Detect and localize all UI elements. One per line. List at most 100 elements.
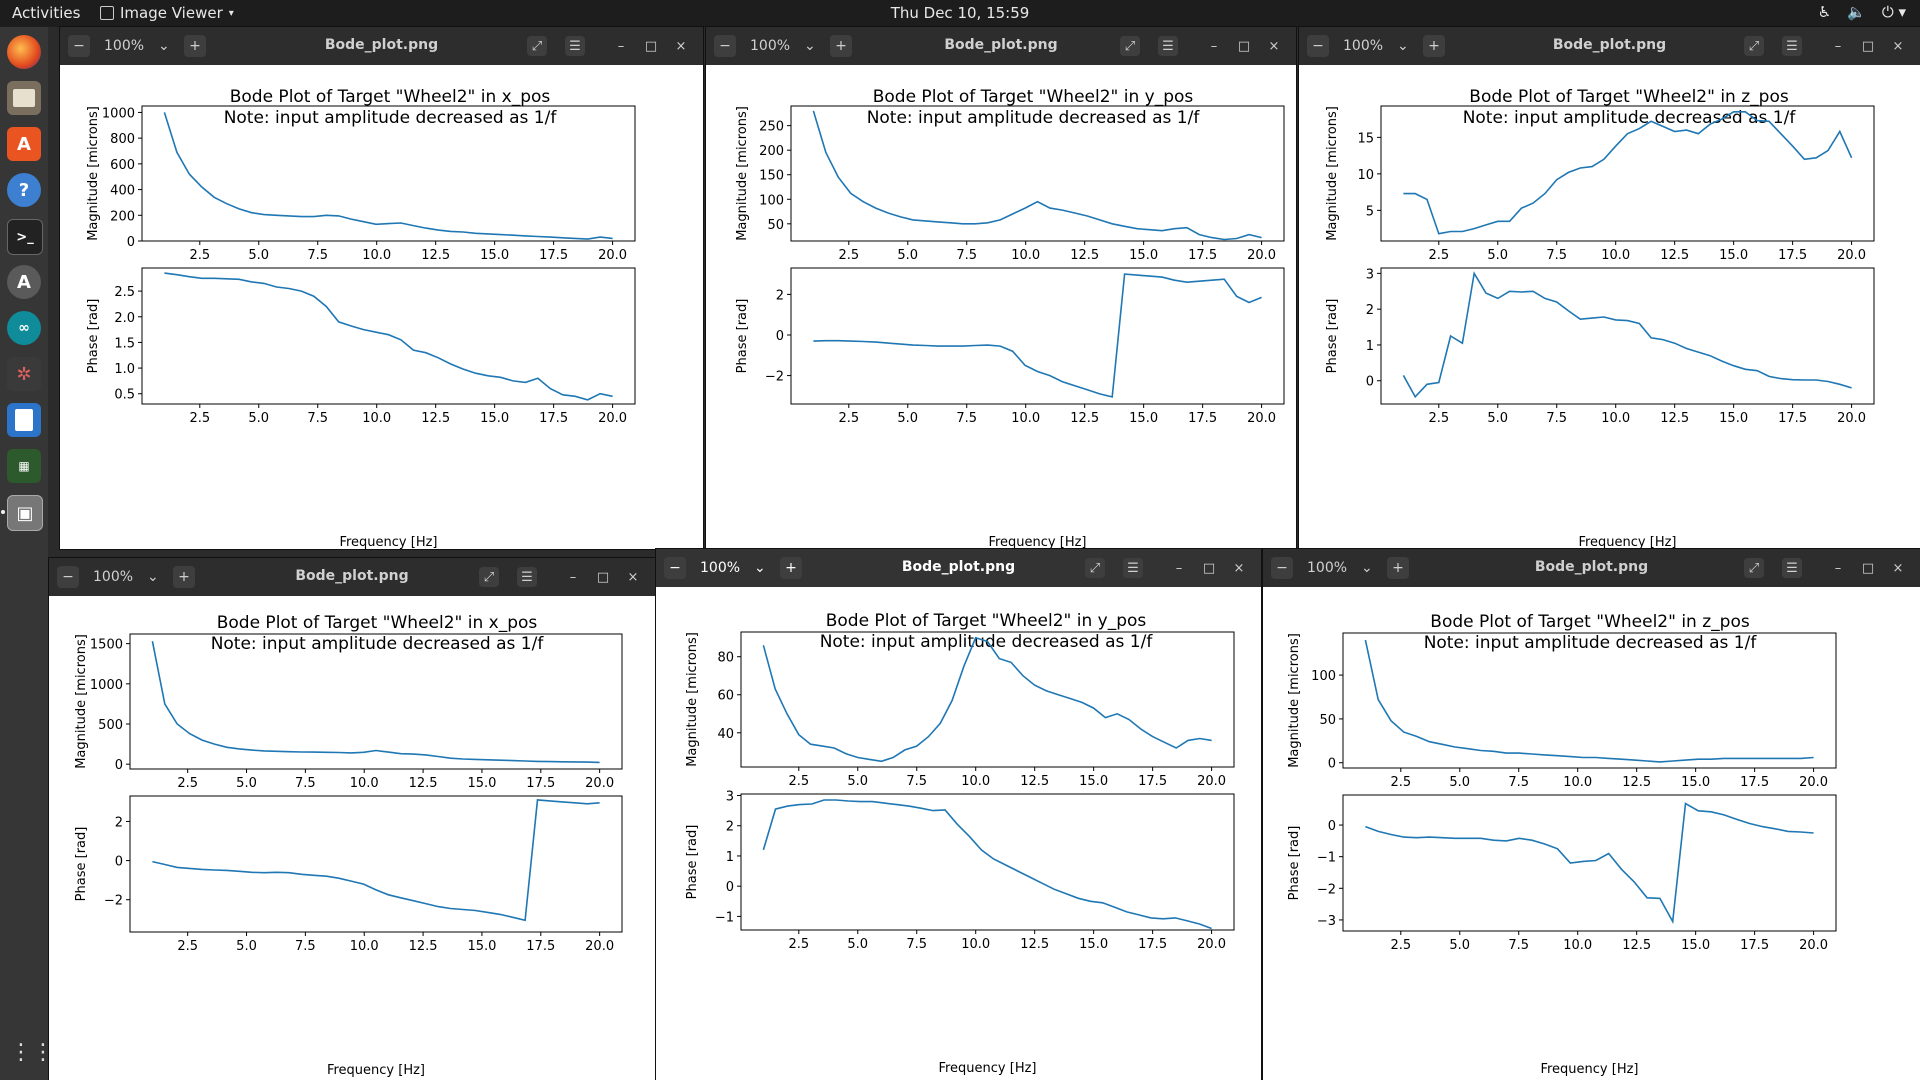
fullscreen-icon[interactable]: ⤢	[479, 567, 499, 587]
zoom-level[interactable]: 100%	[104, 38, 145, 54]
close-icon[interactable]: ×	[1233, 560, 1245, 576]
chevron-down-icon[interactable]: ⌄	[804, 38, 816, 54]
maximize-icon[interactable]: □	[644, 38, 658, 54]
help-icon[interactable]: ?	[7, 173, 41, 207]
updater-icon[interactable]: A	[7, 265, 41, 299]
image-viewer-window[interactable]: −100% ⌄ + Bode_plot.png ⤢ ☰ – □ × Bode Plot of Ta…	[706, 27, 1296, 549]
fullscreen-icon[interactable]: ⤢	[1120, 36, 1140, 56]
menu-icon[interactable]: ☰	[1782, 558, 1802, 578]
chevron-down-icon[interactable]: ⌄	[754, 560, 766, 576]
zoom-in-button[interactable]: +	[1387, 557, 1409, 579]
image-viewer-window[interactable]: −100% ⌄ + Bode_plot.png ⤢ ☰ – □ × Bode Plot of Ta…	[1299, 27, 1920, 549]
zoom-control[interactable]: −100% ⌄ +	[1307, 33, 1445, 59]
zoom-in-button[interactable]: +	[780, 557, 802, 579]
zoom-in-button[interactable]: +	[184, 35, 206, 57]
phase-y-tick-label: 1	[1366, 339, 1374, 354]
activities-button[interactable]: Activities	[12, 4, 81, 22]
window-header[interactable]: −100% ⌄ + Bode_plot.png ⤢ ☰ – □ ×	[49, 558, 655, 596]
zoom-level[interactable]: 100%	[1307, 560, 1348, 576]
close-icon[interactable]: ×	[1268, 38, 1280, 54]
zoom-out-button[interactable]: −	[664, 557, 686, 579]
minimize-icon[interactable]: –	[617, 38, 625, 54]
chevron-down-icon[interactable]: ⌄	[147, 569, 159, 585]
zoom-out-button[interactable]: −	[68, 35, 90, 57]
window-header[interactable]: −100% ⌄ + Bode_plot.png ⤢ ☰ – □ ×	[1299, 27, 1920, 65]
zoom-in-button[interactable]: +	[173, 566, 195, 588]
close-icon[interactable]: ×	[627, 569, 639, 585]
image-viewer-window[interactable]: −100% ⌄ + Bode_plot.png ⤢ ☰ – □ × Bode Plot of Ta…	[1263, 549, 1920, 1080]
zoom-level[interactable]: 100%	[93, 569, 134, 585]
image-viewer-window[interactable]: −100% ⌄ + Bode_plot.png ⤢ ☰ – □ × Bode Plot of Ta…	[49, 558, 655, 1080]
system-tray[interactable]: ♿ 🔈 ⏻ ▾	[1818, 3, 1906, 21]
minimize-icon[interactable]: –	[569, 569, 577, 585]
close-icon[interactable]: ×	[675, 38, 687, 54]
minimize-icon[interactable]: –	[1175, 560, 1183, 576]
maximize-icon[interactable]: □	[596, 569, 610, 585]
maximize-icon[interactable]: □	[1202, 560, 1216, 576]
zoom-control[interactable]: −100% ⌄ +	[57, 564, 195, 590]
software-store-icon[interactable]: A	[7, 127, 41, 161]
window-header[interactable]: −100% ⌄ + Bode_plot.png ⤢ ☰ – □ ×	[656, 549, 1261, 587]
image-canvas[interactable]: Bode Plot of Target "Wheel2" in x_pos Not…	[60, 65, 703, 549]
menu-icon[interactable]: ☰	[1158, 36, 1178, 56]
minimize-icon[interactable]: –	[1834, 560, 1842, 576]
fullscreen-icon[interactable]: ⤢	[1744, 36, 1764, 56]
menu-icon[interactable]: ☰	[517, 567, 537, 587]
volume-icon[interactable]: 🔈	[1847, 3, 1866, 21]
menu-icon[interactable]: ☰	[1782, 36, 1802, 56]
zoom-out-button[interactable]: −	[1271, 557, 1293, 579]
zoom-in-button[interactable]: +	[830, 35, 852, 57]
image-viewer-icon[interactable]: ▣	[7, 495, 43, 531]
ros-icon[interactable]: ✲	[7, 357, 41, 391]
zoom-out-button[interactable]: −	[714, 35, 736, 57]
menu-icon[interactable]: ☰	[1123, 558, 1143, 578]
maximize-icon[interactable]: □	[1237, 38, 1251, 54]
close-icon[interactable]: ×	[1892, 560, 1904, 576]
fullscreen-icon[interactable]: ⤢	[527, 36, 547, 56]
terminal-icon[interactable]: >_	[7, 219, 43, 255]
fullscreen-icon[interactable]: ⤢	[1744, 558, 1764, 578]
text-editor-icon[interactable]	[7, 403, 41, 437]
zoom-control[interactable]: −100% ⌄ +	[664, 555, 802, 581]
system-monitor-icon[interactable]: ▦	[7, 449, 41, 483]
accessibility-icon[interactable]: ♿	[1817, 3, 1832, 21]
window-header[interactable]: −100% ⌄ + Bode_plot.png ⤢ ☰ – □ ×	[1263, 549, 1920, 587]
magnitude-x-tick-label: 5.0	[1449, 775, 1470, 790]
maximize-icon[interactable]: □	[1861, 560, 1875, 576]
image-canvas[interactable]: Bode Plot of Target "Wheel2" in x_pos Not…	[49, 596, 655, 1080]
maximize-icon[interactable]: □	[1861, 38, 1875, 54]
zoom-control[interactable]: −100% ⌄ +	[714, 33, 852, 59]
zoom-level[interactable]: 100%	[750, 38, 791, 54]
close-icon[interactable]: ×	[1892, 38, 1904, 54]
power-icon[interactable]: ⏻ ▾	[1881, 3, 1906, 21]
image-viewer-window[interactable]: −100% ⌄ + Bode_plot.png ⤢ ☰ – □ × Bode Plot of Ta…	[60, 27, 703, 549]
chevron-down-icon[interactable]: ⌄	[1397, 38, 1409, 54]
zoom-level[interactable]: 100%	[700, 560, 741, 576]
image-canvas[interactable]: Bode Plot of Target "Wheel2" in z_pos Not…	[1299, 65, 1920, 549]
image-canvas[interactable]: Bode Plot of Target "Wheel2" in y_pos Not…	[706, 65, 1296, 549]
minimize-icon[interactable]: –	[1210, 38, 1218, 54]
app-menu[interactable]: Image Viewer ▾	[100, 4, 234, 22]
zoom-out-button[interactable]: −	[57, 566, 79, 588]
zoom-in-button[interactable]: +	[1423, 35, 1445, 57]
zoom-out-button[interactable]: −	[1307, 35, 1329, 57]
show-applications-icon[interactable]: ⋮⋮	[10, 1040, 54, 1065]
fullscreen-icon[interactable]: ⤢	[1085, 558, 1105, 578]
clock[interactable]: Thu Dec 10, 15:59	[890, 4, 1030, 22]
window-header[interactable]: −100% ⌄ + Bode_plot.png ⤢ ☰ – □ ×	[706, 27, 1296, 65]
arduino-icon[interactable]: ∞	[7, 311, 41, 345]
minimize-icon[interactable]: –	[1834, 38, 1842, 54]
zoom-control[interactable]: −100% ⌄ +	[68, 33, 206, 59]
chevron-down-icon[interactable]: ⌄	[1361, 560, 1373, 576]
window-title: Bode_plot.png	[324, 37, 439, 53]
image-canvas[interactable]: Bode Plot of Target "Wheel2" in y_pos Not…	[656, 587, 1261, 1080]
chevron-down-icon[interactable]: ⌄	[158, 38, 170, 54]
menu-icon[interactable]: ☰	[565, 36, 585, 56]
firefox-icon[interactable]	[7, 35, 41, 69]
zoom-control[interactable]: −100% ⌄ +	[1271, 555, 1409, 581]
files-icon[interactable]	[7, 81, 41, 115]
image-viewer-window[interactable]: −100% ⌄ + Bode_plot.png ⤢ ☰ – □ × Bode Plot of Ta…	[656, 549, 1261, 1080]
zoom-level[interactable]: 100%	[1343, 38, 1384, 54]
window-header[interactable]: −100% ⌄ + Bode_plot.png ⤢ ☰ – □ ×	[60, 27, 703, 65]
image-canvas[interactable]: Bode Plot of Target "Wheel2" in z_pos Not…	[1263, 587, 1920, 1080]
